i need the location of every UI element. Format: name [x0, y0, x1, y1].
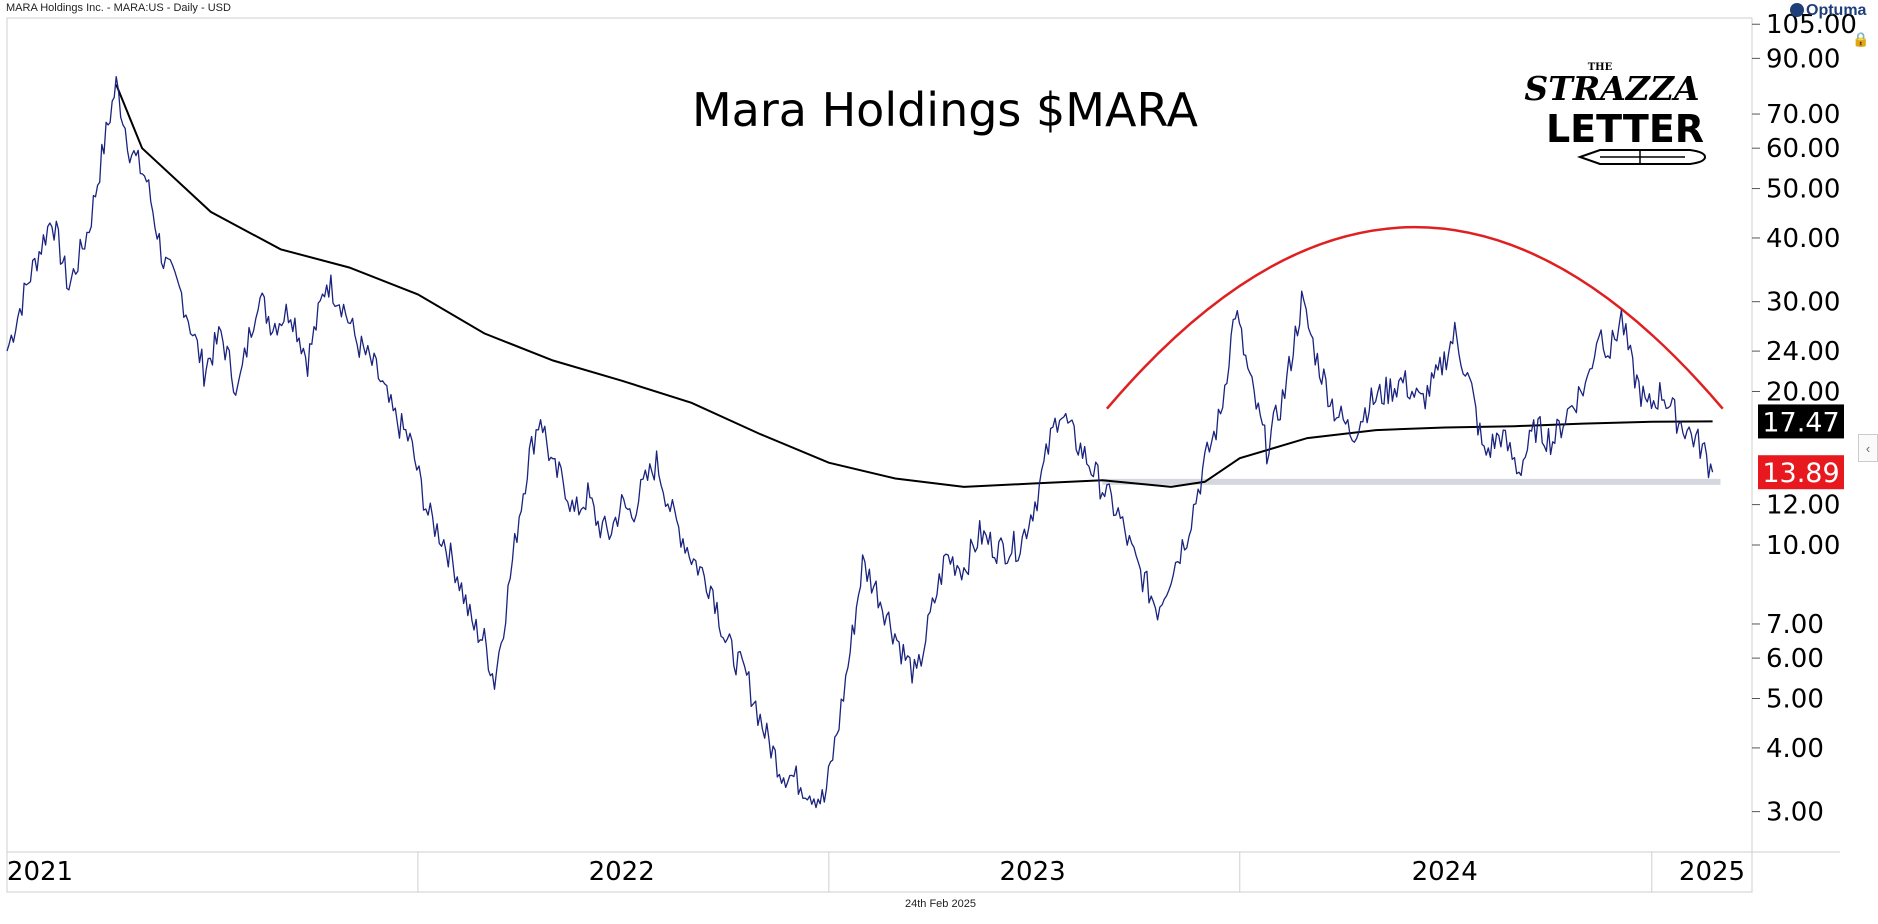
price-series-line [6, 75, 1714, 809]
logo-line-the: THE [1588, 62, 1613, 73]
y-tick-label: 105.00 [1766, 10, 1857, 40]
ma-last-value-label: 17.47 [1762, 407, 1839, 438]
x-tick-label: 2023 [1000, 857, 1066, 887]
y-tick-label: 50.00 [1766, 175, 1840, 205]
x-tick-label: 2022 [589, 857, 655, 887]
price-layer [6, 75, 1714, 809]
x-axis: 2021 2022 2023 2024 2025 [7, 852, 1745, 892]
optuma-brand: Optuma [1790, 2, 1866, 20]
y-tick-label: 4.00 [1766, 734, 1824, 764]
footer-date: 24th Feb 2025 [905, 898, 976, 910]
instrument-header: MARA Holdings Inc. - MARA:US - Daily - U… [6, 2, 231, 14]
arc-layer [1105, 226, 1724, 410]
y-tick-label: 5.00 [1766, 684, 1824, 714]
x-tick-label: 2024 [1412, 857, 1478, 887]
y-tick-label: 10.00 [1766, 531, 1840, 561]
plot-area [6, 17, 1840, 893]
price-last-value-label: 13.89 [1762, 458, 1839, 489]
y-tick-label: 30.00 [1766, 288, 1840, 318]
optuma-logo-icon [1790, 3, 1804, 17]
strazza-logo: THE STRAZZA LETTER [1524, 62, 1707, 165]
value-labels: 17.47 13.89 [1758, 404, 1844, 490]
y-tick-label: 24.00 [1766, 337, 1840, 367]
support-band-layer [1102, 478, 1721, 485]
moving-average-line [115, 84, 1713, 488]
brand-label: Optuma [1806, 2, 1867, 19]
chart-title: Mara Holdings $MARA [692, 83, 1199, 137]
y-tick-label: 20.00 [1766, 377, 1840, 407]
logo-line-letter: LETTER [1546, 107, 1704, 151]
x-tick-label: 2025 [1679, 857, 1745, 887]
price-last-value-box [1758, 455, 1844, 490]
y-tick-label: 6.00 [1766, 644, 1824, 674]
support-band [1102, 478, 1721, 485]
y-tick-label: 90.00 [1766, 44, 1840, 74]
y-tick-label: 3.00 [1766, 798, 1824, 828]
ma-last-value-box [1758, 404, 1844, 439]
y-tick-label: 60.00 [1766, 134, 1840, 164]
x-tick-label: 2021 [7, 857, 73, 887]
collapse-panel-arrow-icon[interactable]: ‹ [1858, 434, 1878, 462]
y-tick-label: 70.00 [1766, 100, 1840, 130]
y-tick-label: 7.00 [1766, 610, 1824, 640]
logo-line-strazza: STRAZZA [1524, 69, 1699, 108]
y-tick-label: 12.00 [1766, 491, 1840, 521]
y-tick-label: 40.00 [1766, 224, 1840, 254]
moving-average-layer [115, 84, 1713, 488]
y-axis: 105.00 90.00 70.00 60.00 50.00 40.00 30.00 24.0… [1752, 10, 1857, 828]
rounded-top-arc [1105, 226, 1724, 410]
lock-icon[interactable]: 🔒 [1852, 31, 1870, 47]
pen-icon [1576, 149, 1707, 165]
